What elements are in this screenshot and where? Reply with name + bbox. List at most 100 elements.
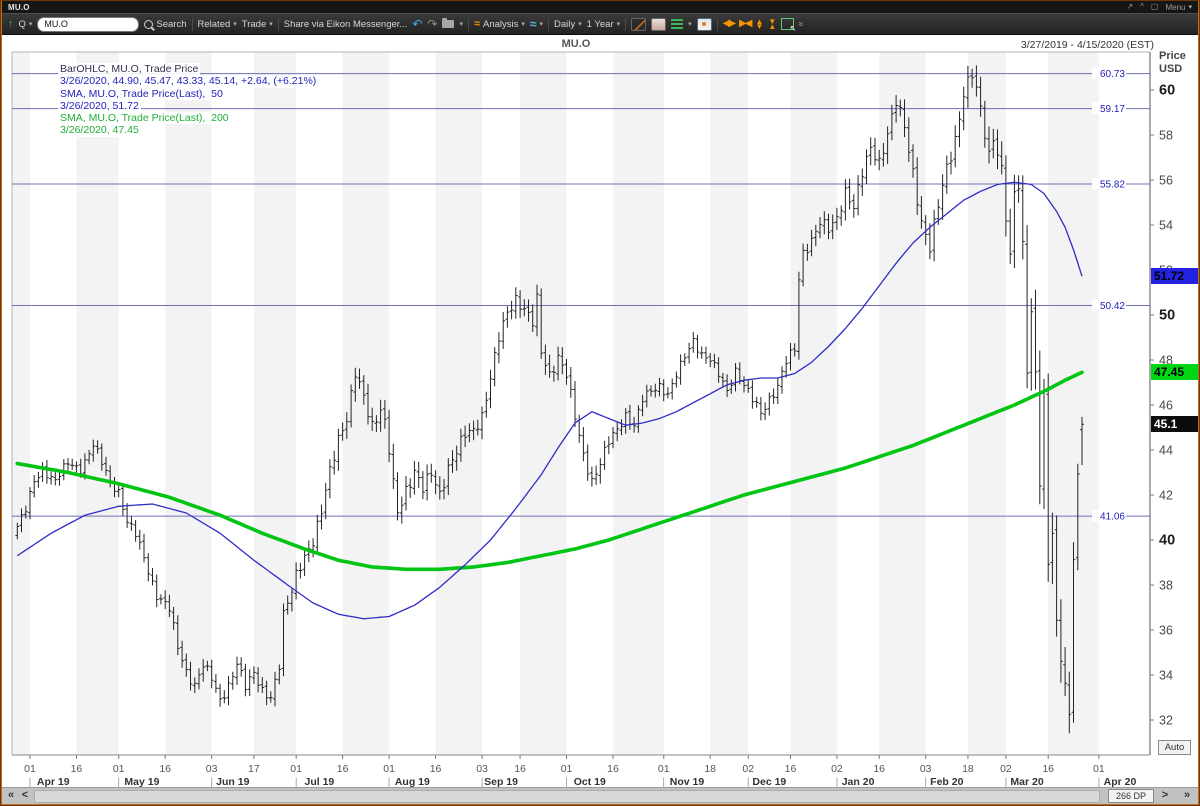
x-tick-month-label: Oct 19 (574, 776, 606, 787)
x-tick-day-label: 02 (742, 763, 754, 775)
window-title: MU.O (8, 2, 30, 12)
chart-snapshot-icon[interactable] (696, 17, 712, 31)
chevron-down-icon: ▾ (616, 20, 621, 28)
selection-cursor-icon[interactable] (781, 18, 796, 33)
x-tick-day-label: 18 (962, 763, 974, 775)
hourglass-icon[interactable]: ▼ ▲ (768, 17, 777, 31)
plot-frame (11, 51, 1150, 756)
chart-style-light-icon[interactable] (651, 17, 667, 31)
divider (277, 17, 279, 31)
y-tick-label: 40 (1159, 533, 1175, 549)
scroll-right-button[interactable]: > (1161, 789, 1169, 801)
search-icon (144, 19, 154, 29)
x-tick-day-label: 16 (873, 763, 885, 775)
chevron-down-icon: ▾ (1188, 3, 1192, 11)
analysis-menu[interactable]: ≈ Analysis ▾ (473, 18, 525, 30)
month-separator: | (29, 777, 32, 787)
datapoints-count-box: 266 DP (1108, 789, 1154, 803)
expand-vertical-icon[interactable]: ▲ ▼ (755, 17, 764, 31)
trade-menu[interactable]: Trade ▾ (241, 18, 273, 30)
popout-icon[interactable]: ↗ (1126, 2, 1134, 11)
window-icon[interactable]: ▢ (1150, 2, 1159, 11)
y-tick-label: 44 (1159, 444, 1173, 458)
chart-panel: 60.7359.1755.8250.4241.06605856545250484… (2, 35, 1198, 787)
levels-icon[interactable] (671, 19, 684, 29)
chart-style-dark-icon[interactable] (631, 17, 647, 31)
price-chart-canvas[interactable]: 60.7359.1755.8250.4241.06605856545250484… (2, 35, 1198, 787)
folder-icon[interactable] (442, 18, 455, 28)
y-tick-label: 32 (1159, 714, 1173, 728)
y-tick-label: 42 (1159, 489, 1173, 503)
y-tick-label: 56 (1159, 174, 1173, 188)
chart-title: MU.O (561, 38, 591, 50)
level-label: 59.17 (1100, 104, 1125, 115)
last-value-badge: 45.1 (1151, 416, 1198, 432)
scroll-far-right-button[interactable]: » (1183, 789, 1191, 801)
pin-icon[interactable]: ^ (1140, 2, 1144, 11)
x-tick-day-label: 02 (831, 763, 843, 775)
quote-button[interactable]: Q ▾ (18, 18, 33, 30)
ohlc-bars (15, 65, 1084, 734)
analysis-wave-icon: ≈ (473, 18, 481, 30)
compress-horizontal-icon[interactable]: ▶◀ (739, 18, 752, 29)
x-tick-day-label: 01 (113, 763, 125, 775)
axis-auto-button[interactable]: Auto (1158, 740, 1191, 755)
undo-icon[interactable]: ↶ (412, 17, 423, 31)
x-tick-day-label: 16 (514, 763, 526, 775)
x-tick-day-label: 03 (476, 763, 488, 775)
chevron-down-icon[interactable]: ▾ (459, 20, 463, 28)
month-separator: | (1098, 777, 1101, 787)
menu-button[interactable]: Menu ▾ (1165, 2, 1192, 12)
level-label: 50.42 (1100, 301, 1125, 312)
y-tick-label: 46 (1159, 399, 1173, 413)
chevron-down-icon: ▾ (539, 20, 544, 28)
more-tools-chevron-icon[interactable]: » (796, 21, 807, 27)
x-tick-day-label: 02 (1000, 763, 1012, 775)
x-axis[interactable]: 01 | 16 01 | 16 03 | 17 01 | 16 01 | 16 03 | 16 01 | 16 01 | 18… (24, 755, 1137, 787)
x-tick-month-label: Feb 20 (930, 776, 963, 787)
price-up-arrow-icon: ↑ (8, 17, 14, 30)
redo-icon[interactable]: ↷ (427, 17, 438, 31)
month-separator: | (210, 777, 213, 787)
search-button[interactable]: Search (144, 19, 187, 30)
y-tick-label: 38 (1159, 579, 1173, 593)
month-separator: | (295, 777, 298, 787)
share-eikon-messenger-button[interactable]: Share via Eikon Messenger... (283, 18, 408, 30)
level-lines: 60.73 59.17 55.82 50.42 41.06 (12, 67, 1150, 523)
divider (191, 17, 193, 31)
month-separator: | (565, 777, 568, 787)
x-tick-day-label: 16 (71, 763, 83, 775)
y-tick-label: 36 (1159, 624, 1173, 638)
symbol-input[interactable] (37, 16, 140, 32)
window-titlebar: MU.O ↗ ^ ▢ Menu ▾ (2, 1, 1198, 13)
y-tick-label: 58 (1159, 129, 1173, 143)
level-label: 60.73 (1100, 69, 1125, 80)
x-tick-month-label: May 19 (124, 776, 159, 787)
chevron-down-icon[interactable]: ▾ (688, 20, 692, 28)
sma-50-line (16, 181, 1083, 620)
x-tick-day-label: 03 (206, 763, 218, 775)
scroll-far-left-button[interactable]: « (7, 789, 15, 801)
x-tick-day-label: 16 (430, 763, 442, 775)
interval-menu[interactable]: Daily ▾ (554, 18, 582, 30)
x-tick-day-label: 01 (24, 763, 36, 775)
x-tick-day-label: 01 (561, 763, 573, 775)
scrollbar-track[interactable] (34, 790, 1100, 803)
y-tick-label: 50 (1159, 308, 1175, 324)
range-menu[interactable]: 1 Year ▾ (586, 18, 621, 30)
y-axis[interactable]: 605856545250484644424038363432 (1149, 52, 1175, 755)
x-tick-day-label: 17 (248, 763, 260, 775)
waves-tool-button[interactable]: ≈ ▾ (530, 17, 543, 31)
related-menu[interactable]: Related ▾ (197, 18, 237, 30)
chevron-down-icon: ▾ (28, 20, 33, 28)
expand-horizontal-icon[interactable]: ◀▶ (722, 18, 736, 29)
x-tick-day-label: 01 (1093, 763, 1105, 775)
horizontal-scrollbar: « < 266 DP > » (2, 787, 1198, 804)
stripe-bands (12, 52, 1099, 755)
level-label: 41.06 (1100, 512, 1125, 523)
x-tick-month-label: Apr 19 (37, 776, 70, 787)
scroll-left-button[interactable]: < (21, 789, 29, 801)
month-separator: | (117, 777, 120, 787)
y-tick-label: 54 (1159, 219, 1173, 233)
